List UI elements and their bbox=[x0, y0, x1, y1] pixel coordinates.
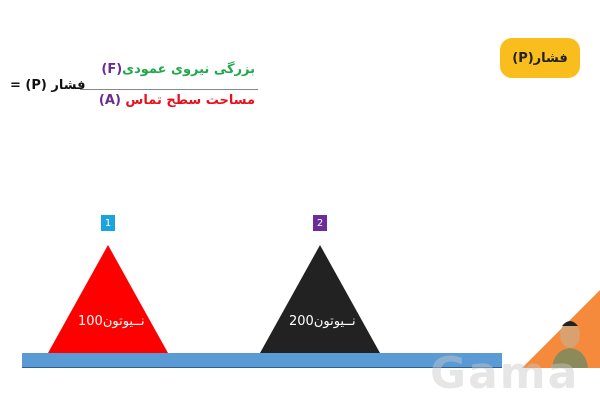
watermark-logo: Gama bbox=[430, 348, 580, 399]
triangle-2-label: نــیوتون200 bbox=[289, 314, 356, 329]
formula-denominator: مساحت سطح تماس (A) bbox=[98, 93, 255, 108]
object-1-badge[interactable]: 1 bbox=[101, 215, 115, 231]
pressure-title-button[interactable]: فشار(P) bbox=[500, 38, 580, 78]
formula-lhs: فشار (P) = bbox=[10, 78, 86, 93]
triangle-2[interactable] bbox=[260, 245, 380, 353]
contact-surface bbox=[22, 353, 502, 368]
triangle-1[interactable] bbox=[48, 245, 168, 353]
presenter-avatar bbox=[552, 321, 588, 368]
numerator-text: بزرگی نیروی عمودی bbox=[122, 62, 255, 77]
object-2-badge[interactable]: 2 bbox=[313, 215, 327, 231]
numerator-var: (F) bbox=[101, 62, 123, 77]
denominator-text: مساحت سطح تماس bbox=[120, 93, 255, 108]
denominator-var: (A) bbox=[98, 93, 121, 108]
presenter-bg bbox=[522, 290, 600, 368]
fraction-line bbox=[80, 89, 258, 90]
triangle-1-label: نــیوتون100 bbox=[78, 314, 145, 329]
formula-numerator: بزرگی نیروی عمودی(F) bbox=[100, 62, 255, 77]
